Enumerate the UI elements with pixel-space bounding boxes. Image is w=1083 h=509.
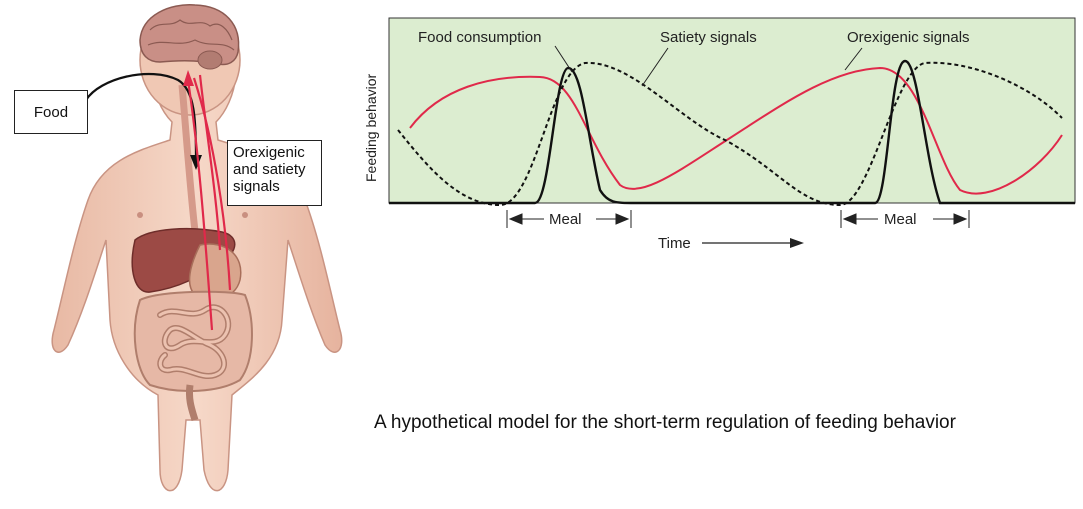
- food-label: Food: [33, 103, 69, 121]
- legend-satiety-signals: Satiety signals: [660, 29, 757, 46]
- meal-marker-1: [506, 210, 632, 228]
- signal-lines: [186, 74, 232, 331]
- meal-label-1: Meal: [549, 211, 582, 228]
- meal-marker-2: [840, 210, 970, 228]
- feeding-behavior-chart: Food consumption Satiety signals Orexige…: [363, 17, 1076, 252]
- food-path-arrow: [85, 72, 198, 161]
- signals-label-line-2: and satiety: [233, 161, 306, 178]
- human-body-illustration: [51, 4, 343, 492]
- chart-plot-area: [388, 17, 1076, 204]
- food-label-box: Food: [14, 90, 88, 134]
- meal-label-2: Meal: [884, 211, 917, 228]
- orexigenic-signals-curve: [409, 66, 1063, 195]
- signals-label-line-1: Orexigenic: [233, 144, 305, 161]
- food-consumption-curve: [389, 59, 1075, 205]
- signals-label-line-3: signals: [233, 178, 280, 195]
- leader-satiety-signals: [641, 47, 669, 87]
- figure-caption: A hypothetical model for the short-term …: [374, 412, 956, 433]
- legend-food-consumption: Food consumption: [418, 29, 541, 46]
- brain: [139, 4, 240, 66]
- leader-food-consumption: [554, 45, 573, 73]
- y-axis-label: Feeding behavior: [363, 73, 379, 182]
- x-axis-label: Time: [658, 235, 691, 252]
- leader-orexigenic-signals: [844, 47, 863, 71]
- signals-label-box: Orexigenic and satiety signals: [227, 140, 322, 206]
- legend-orexigenic-signals: Orexigenic signals: [847, 29, 970, 46]
